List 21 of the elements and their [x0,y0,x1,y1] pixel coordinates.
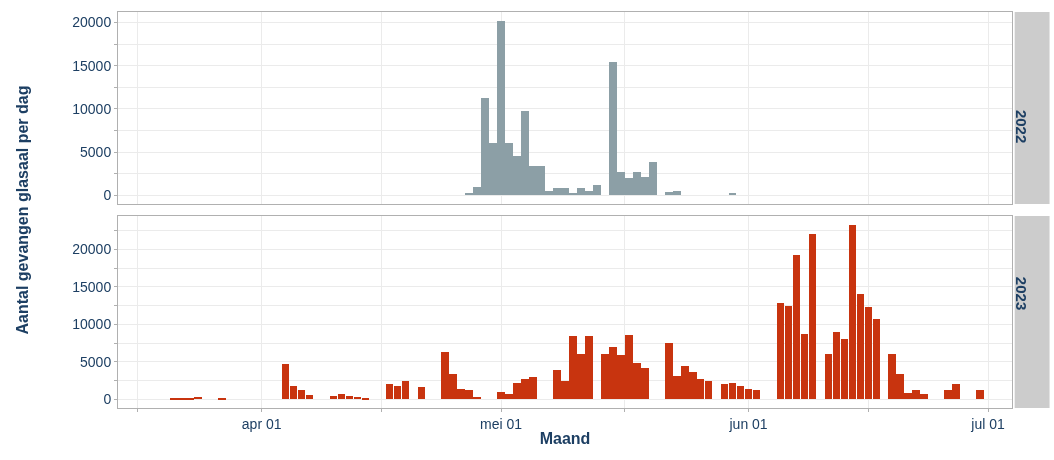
y-tick-label: 10000 [72,316,112,333]
bar [418,386,425,399]
x-axis-title: Maand [539,430,591,448]
x-tick-label: apr 01 [241,415,282,432]
x-tick-label: jul 01 [970,415,1005,432]
text: 2023 [1013,276,1031,311]
text: 2022 [1013,109,1031,144]
bar [976,389,984,399]
y-axis-title: Aantal gevangen glasaal per dag [13,85,31,335]
bar [218,397,226,400]
x-tick-label: mei 01 [480,415,523,432]
y-tick-label: 10000 [72,100,112,117]
y-tick-label: 15000 [72,57,112,74]
y-tick-label: 0 [103,391,112,408]
y-tick-label: 20000 [72,14,112,31]
y-tick-label: 0 [103,187,112,204]
y-tick-label: 5000 [80,353,112,370]
y-tick-label: 20000 [72,241,112,258]
x-tick-label: jun 01 [728,415,768,432]
y-tick-label: 5000 [80,144,112,161]
y-tick-label: 15000 [72,278,112,295]
